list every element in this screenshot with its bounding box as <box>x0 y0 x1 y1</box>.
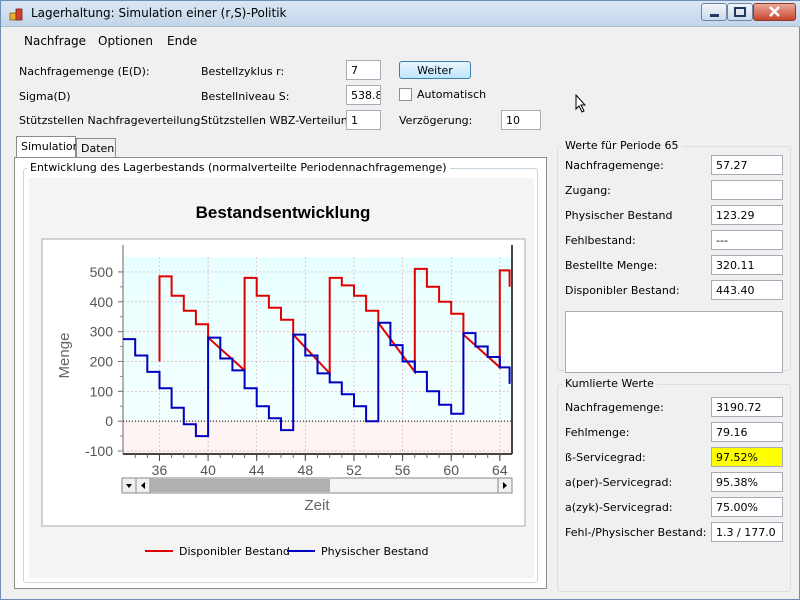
periode-label: Disponibler Bestand: <box>565 284 680 297</box>
menu-optionen[interactable]: Optionen <box>98 34 154 48</box>
chevron-right-icon <box>503 482 507 489</box>
sigma-label: Sigma(D) <box>19 90 71 103</box>
y-axis-label: Menge <box>56 333 73 379</box>
kumuliert-title: Kumlierte Werte <box>562 377 657 390</box>
legend-label: Physischer Bestand <box>321 545 429 558</box>
periode-label: Bestellte Menge: <box>565 259 658 272</box>
y-tick-label: 400 <box>90 294 114 310</box>
menu-bar: Nachfrage Optionen Ende <box>1 28 799 52</box>
periode-title: Werte für Periode 65 <box>562 139 682 152</box>
bestellzyklus-field[interactable]: 7 <box>346 60 381 80</box>
periode-notes-box[interactable] <box>565 311 783 373</box>
minimize-button[interactable] <box>701 3 727 21</box>
periode-label: Zugang: <box>565 184 611 197</box>
bestellniveau-label: Bestellniveau S: <box>201 90 290 103</box>
nachfragemenge-label: Nachfragemenge (E(D): <box>19 65 150 78</box>
chart-title: Bestandsentwicklung <box>196 203 371 222</box>
kumuliert-label: Fehl-/Physischer Bestand: <box>565 526 707 539</box>
kumuliert-value-field[interactable]: 1.3 / 177.0 <box>711 522 783 542</box>
y-tick-label: 200 <box>90 353 114 369</box>
x-tick-label: 52 <box>346 462 362 478</box>
x-tick-label: 48 <box>298 462 314 478</box>
app-icon <box>9 8 23 21</box>
stuetz-nachfrage-label: Stützstellen Nachfrageverteilung: <box>19 114 205 127</box>
weiter-button[interactable]: Weiter <box>399 61 471 79</box>
periode-label: Physischer Bestand <box>565 209 673 222</box>
x-tick-label: 56 <box>395 462 411 478</box>
series-line-disponibler <box>158 267 511 376</box>
kumuliert-label: ß-Servicegrad: <box>565 451 646 464</box>
title-bar: Lagerhaltung: Simulation einer (r,S)-Pol… <box>1 1 800 27</box>
periode-value-field[interactable]: 57.27 <box>711 155 783 175</box>
plot-bg-negative <box>123 421 512 454</box>
periode-value-field[interactable] <box>711 180 783 200</box>
x-tick-label: 60 <box>443 462 459 478</box>
legend-label: Disponibler Bestand <box>179 545 290 558</box>
tab-simulation[interactable]: Simulation <box>16 136 80 158</box>
stuetz-wbz-label: Stützstellen WBZ-Verteilung: <box>201 114 359 127</box>
verzoegerung-label: Verzögerung: <box>399 114 473 127</box>
bestellzyklus-label: Bestellzyklus r: <box>201 65 285 78</box>
y-tick-label: 0 <box>105 413 113 429</box>
close-icon <box>769 6 780 17</box>
maximize-icon <box>734 7 746 17</box>
bestellniveau-field[interactable]: 538.8 <box>346 85 381 105</box>
scrollbar-thumb[interactable] <box>150 479 330 492</box>
kumuliert-label: a(per)-Servicegrad: <box>565 476 673 489</box>
kumuliert-value-field[interactable]: 97.52% <box>711 447 783 467</box>
periode-value-field[interactable]: 443.40 <box>711 280 783 300</box>
automatisch-checkbox[interactable] <box>399 88 412 101</box>
chart: Bestandsentwicklung -100 0 100 200 300 400 500 3… <box>41 203 526 558</box>
tab-daten[interactable]: Daten <box>76 138 116 158</box>
chevron-down-icon <box>126 484 132 488</box>
kumuliert-value-field[interactable]: 75.00% <box>711 497 783 517</box>
y-tick-label: 500 <box>90 264 114 280</box>
kumuliert-label: a(zyk)-Servicegrad: <box>565 501 673 514</box>
kumuliert-value-field[interactable]: 79.16 <box>711 422 783 442</box>
stuetz-wbz-field[interactable]: 1 <box>346 110 381 130</box>
periode-value-field[interactable]: 320.11 <box>711 255 783 275</box>
kumuliert-label: Fehlmenge: <box>565 426 630 439</box>
simulation-tab-panel: Entwicklung des Lagerbestands (normalver… <box>14 157 547 589</box>
maximize-button[interactable] <box>727 3 753 21</box>
kumuliert-value-field[interactable]: 95.38% <box>711 472 783 492</box>
verzoegerung-field[interactable]: 10 <box>501 110 541 130</box>
x-tick-label: 36 <box>152 462 168 478</box>
periode-label: Nachfragemenge: <box>565 159 664 172</box>
automatisch-label: Automatisch <box>417 88 487 101</box>
x-tick-label: 64 <box>492 462 508 478</box>
window-title: Lagerhaltung: Simulation einer (r,S)-Pol… <box>31 6 287 20</box>
menu-nachfrage[interactable]: Nachfrage <box>24 34 87 48</box>
x-axis-label: Zeit <box>304 497 330 514</box>
periode-label: Fehlbestand: <box>565 234 636 247</box>
mouse-cursor-icon <box>575 94 587 113</box>
kumuliert-value-field[interactable]: 3190.72 <box>711 397 783 417</box>
periode-value-field[interactable]: --- <box>711 230 783 250</box>
menu-ende[interactable]: Ende <box>167 34 198 48</box>
y-tick-label: -100 <box>85 443 113 459</box>
series-line-physischer <box>123 321 511 438</box>
minimize-icon <box>710 14 719 17</box>
y-tick-label: 100 <box>90 383 114 399</box>
x-tick-label: 44 <box>249 462 265 478</box>
periode-value-field[interactable]: 123.29 <box>711 205 783 225</box>
close-button[interactable] <box>753 3 796 21</box>
chevron-left-icon <box>141 482 145 489</box>
chart-group-title: Entwicklung des Lagerbestands (normalver… <box>27 161 450 174</box>
kumuliert-group <box>557 384 791 592</box>
x-tick-label: 40 <box>200 462 216 478</box>
y-tick-label: 300 <box>90 324 114 340</box>
kumuliert-label: Nachfragemenge: <box>565 401 664 414</box>
plot-bg-positive <box>123 257 512 422</box>
